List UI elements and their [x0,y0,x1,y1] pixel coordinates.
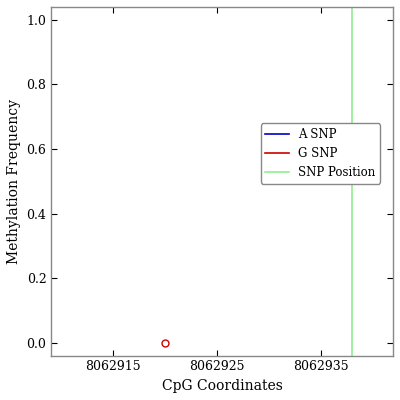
Y-axis label: Methylation Frequency: Methylation Frequency [7,99,21,264]
Legend: A SNP, G SNP, SNP Position: A SNP, G SNP, SNP Position [260,123,380,184]
X-axis label: CpG Coordinates: CpG Coordinates [162,379,282,393]
